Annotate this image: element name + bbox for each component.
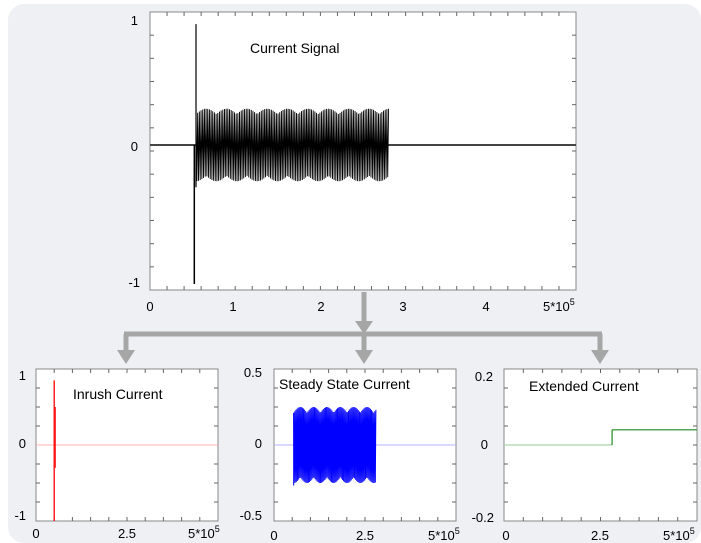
arrow-heads bbox=[117, 321, 609, 364]
tick-exponent: 5 bbox=[215, 524, 220, 534]
steady-state-chart: Steady State Current 0.5 0 -0.5 0 2.5 5*… bbox=[240, 365, 460, 543]
extended-chart: Extended Current 0.2 0 -0.2 0 2.5 5*105 bbox=[472, 368, 698, 543]
steady-x-tick-label: 0 bbox=[270, 528, 277, 543]
steady-y-tick-label: 0 bbox=[255, 436, 262, 451]
steady-signal-trace bbox=[274, 406, 456, 486]
main-x-tick-label: 0 bbox=[146, 299, 153, 314]
inrush-chart: Inrush Current 1 0 -1 0 2.5 5*105 bbox=[14, 368, 219, 541]
extended-y-tick-label: 0.2 bbox=[475, 369, 493, 384]
main-y-tick-label: 0 bbox=[131, 139, 138, 154]
arrow-head-right bbox=[591, 350, 609, 364]
extended-x-tick-label: 2.5 bbox=[591, 528, 609, 543]
main-x-tick-label: 3 bbox=[399, 299, 406, 314]
arrow-head-center bbox=[355, 350, 373, 364]
steady-chart-title: Steady State Current bbox=[279, 376, 410, 392]
main-signal-trace bbox=[150, 24, 576, 284]
main-oscillation bbox=[195, 108, 390, 182]
main-chart: Current Signal 1 0 -1 0 1 2 3 4 5*105 bbox=[128, 11, 577, 314]
inrush-x-tick-label: 2.5 bbox=[118, 526, 136, 541]
inrush-x-tick-label: 0 bbox=[32, 526, 39, 541]
main-x-tick-label: 4 bbox=[482, 299, 489, 314]
inrush-y-tick-label: 0 bbox=[19, 436, 26, 451]
arrow-head-left bbox=[117, 350, 135, 364]
extended-y-tick-label: -0.2 bbox=[472, 510, 494, 525]
tick-base: 5*10 bbox=[663, 528, 690, 543]
branch-arrows bbox=[123, 292, 603, 352]
main-x-tick-label: 1 bbox=[229, 299, 236, 314]
steady-y-tick-label: -0.5 bbox=[240, 508, 262, 523]
tick-exponent: 5 bbox=[455, 526, 460, 536]
main-tick-marks bbox=[150, 12, 576, 290]
tick-exponent: 5 bbox=[570, 297, 575, 307]
main-x-tick-label: 2 bbox=[317, 299, 324, 314]
extended-x-tick-label: 0 bbox=[502, 528, 509, 543]
main-x-tick-label-last: 5*105 bbox=[543, 297, 575, 314]
main-y-tick-label: 1 bbox=[131, 13, 138, 28]
tick-base: 5*10 bbox=[543, 299, 570, 314]
main-y-tick-label: -1 bbox=[128, 275, 140, 290]
inrush-y-tick-label: -1 bbox=[14, 508, 26, 523]
steady-x-tick-label: 2.5 bbox=[356, 528, 374, 543]
inrush-signal-trace bbox=[36, 380, 218, 521]
extended-tick-marks bbox=[504, 369, 697, 521]
steady-y-tick-label: 0.5 bbox=[244, 365, 262, 380]
inrush-chart-title: Inrush Current bbox=[73, 386, 163, 402]
tick-exponent: 5 bbox=[690, 526, 695, 536]
extended-x-tick-label-last: 5*105 bbox=[663, 526, 695, 543]
extended-y-tick-label: 0 bbox=[481, 437, 488, 452]
extended-signal-trace bbox=[504, 429, 697, 446]
inrush-y-tick-label: 1 bbox=[19, 368, 26, 383]
tick-base: 5*10 bbox=[428, 528, 455, 543]
inrush-x-tick-label-last: 5*105 bbox=[188, 524, 220, 541]
arrow-head-main bbox=[355, 321, 373, 334]
steady-x-tick-label-last: 5*105 bbox=[428, 526, 460, 543]
main-chart-title: Current Signal bbox=[250, 40, 340, 56]
tick-base: 5*10 bbox=[188, 526, 215, 541]
extended-chart-title: Extended Current bbox=[529, 378, 639, 394]
steady-oscillation bbox=[293, 406, 377, 484]
